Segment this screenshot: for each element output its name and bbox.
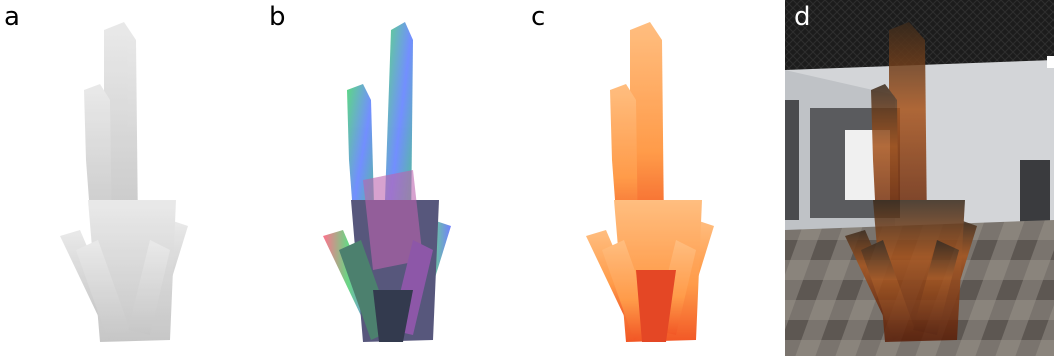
panel-d-composite-photo: d xyxy=(785,0,1054,356)
panel-a-grey-render: a xyxy=(0,0,263,356)
panel-label-d: d xyxy=(794,2,811,32)
panel-label-b: b xyxy=(269,2,286,32)
crystal-orange-image xyxy=(586,22,714,342)
panel-b-normal-render: b xyxy=(263,0,526,356)
panel-c-orange-render: c xyxy=(526,0,789,356)
panel-label-a: a xyxy=(4,2,20,32)
crystal-normals-image xyxy=(323,22,451,342)
panel-label-c: c xyxy=(531,2,546,32)
crystal-grey-image xyxy=(60,22,188,342)
crystal-room-photo xyxy=(785,0,1054,356)
